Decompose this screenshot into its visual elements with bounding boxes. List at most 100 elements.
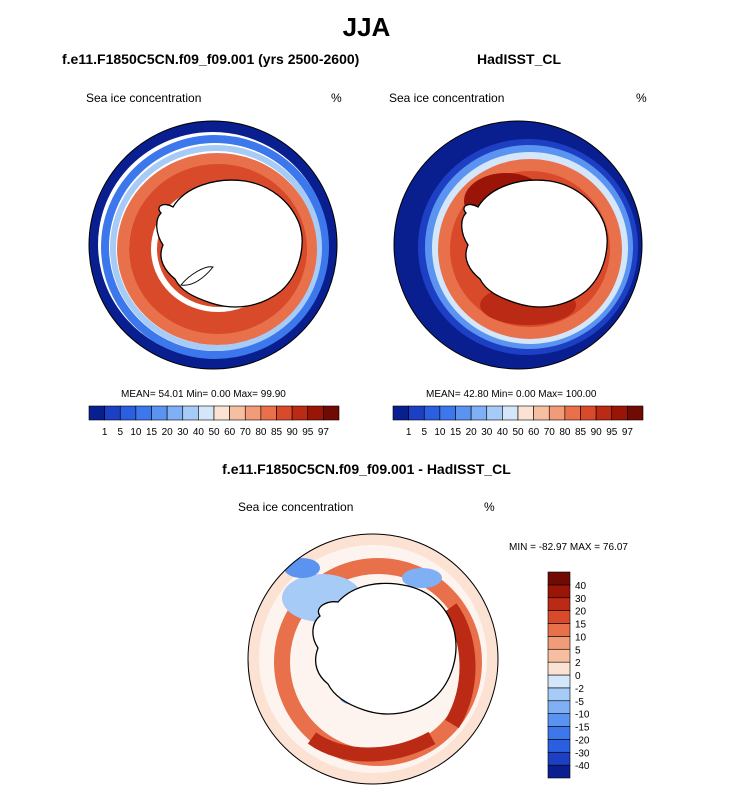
panel3-colorbar-swatch: [547, 726, 571, 740]
panel1-colorbar-swatch: [135, 405, 152, 421]
panel2-colorbar-tick-label: 60: [528, 427, 540, 438]
panel3-stats: MIN = -82.97 MAX = 76.07: [509, 542, 628, 553]
panel3-colorbar-swatch: [547, 597, 571, 611]
panel3-colorbar-swatch: [547, 648, 571, 663]
panel3-colorbar-swatch: [547, 661, 571, 676]
panel3-colorbar-tick-label: 20: [575, 607, 587, 618]
panel1-colorbar-tick-label: 15: [146, 427, 158, 438]
panel1-colorbar-swatch: [291, 405, 309, 421]
panel2-colorbar-tick-label: 30: [481, 427, 493, 438]
panel2-colorbar-swatch: [423, 405, 441, 421]
panel1-ice-band-1: [89, 121, 337, 369]
panel1-ice-band-3: [110, 145, 322, 351]
panel2-colorbar-swatch: [627, 405, 644, 421]
panel1-colorbar-swatch: [151, 405, 168, 421]
panel2-map: [393, 120, 643, 370]
panel3-colorbar-tick-label: -30: [575, 748, 590, 759]
panel1-colorbar-swatch: [323, 405, 340, 421]
panel3-colorbar-tick-label: 10: [575, 632, 587, 643]
panel3-colorbar-tick-label: 5: [575, 645, 581, 656]
panel2-units: %: [636, 91, 647, 105]
panel3-colorbar-swatch: [547, 674, 571, 689]
panel2-colorbar-swatch: [392, 405, 409, 421]
panel1-colorbar-tick-label: 97: [318, 427, 330, 438]
panel1-colorbar-tick-label: 80: [255, 427, 267, 438]
panel1-colorbar-tick-label: 95: [302, 427, 314, 438]
panel2-colorbar-tick-label: 85: [575, 427, 587, 438]
panel1-colorbar-swatch: [119, 405, 137, 421]
panel1-colorbar-tick-label: 70: [240, 427, 252, 438]
panel1-colorbar-swatch: [260, 405, 277, 421]
panel2-colorbar-swatch: [564, 405, 581, 421]
panel1-ice-band-4: [117, 153, 317, 345]
panel2-colorbar-tick-label: 90: [591, 427, 603, 438]
panel3-colorbar-swatch: [547, 571, 571, 586]
panel2-colorbar-tick-label: 40: [497, 427, 509, 438]
panel3-units: %: [484, 500, 495, 514]
panel2-colorbar-tick-label: 1: [406, 427, 412, 438]
panel1-title: f.e11.F1850C5CN.f09_f09.001 (yrs 2500-26…: [62, 51, 360, 67]
panel3-antarctica: [312, 582, 457, 715]
panel3-diff-band-1: [248, 534, 498, 784]
panel1-colorbar: 1 5 10 15 20 30 40 50 60 70 80 85 90 95 97: [88, 405, 340, 438]
panel1-colorbar-swatch: [198, 405, 215, 421]
panel1-colorbar-tick-label: 10: [130, 427, 142, 438]
panel3-colorbar-swatch: [547, 687, 571, 702]
panel1-colorbar-tick-label: 20: [162, 427, 174, 438]
panel2-colorbar-swatch: [533, 405, 550, 421]
panel3-colorbar-swatch: [547, 610, 571, 624]
panel3-colorbar-tick-label: 15: [575, 620, 587, 631]
panel1-units: %: [331, 91, 342, 105]
panel3-colorbar-swatch: [547, 584, 571, 599]
panel2-colorbar-tick-label: 97: [622, 427, 634, 438]
panel1-colorbar-tick-label: 40: [193, 427, 205, 438]
panel1-map: [88, 120, 338, 370]
panel2-left-label: Sea ice concentration: [389, 91, 505, 105]
panel2-antarctica: [461, 179, 608, 308]
panel3-colorbar-tick-label: 30: [575, 594, 587, 605]
panel1-colorbar-tick-label: 50: [208, 427, 220, 438]
panel2-colorbar-tick-label: 95: [606, 427, 618, 438]
panel2-colorbar-swatch: [470, 405, 488, 421]
panel3-colorbar-swatch: [547, 751, 571, 766]
panel2-colorbar-tick-label: 80: [559, 427, 571, 438]
panel3-colorbar-swatch: [547, 713, 571, 727]
panel1-colorbar-tick-label: 1: [102, 427, 108, 438]
panel2-colorbar-tick-label: 50: [512, 427, 524, 438]
panel2-colorbar-swatch: [548, 405, 566, 421]
panel3-map: [247, 533, 499, 785]
panel2-colorbar-swatch: [455, 405, 472, 421]
panel2-colorbar-swatch: [439, 405, 456, 421]
panel2-colorbar-swatch: [502, 405, 519, 421]
panel1-colorbar-tick-label: 30: [177, 427, 189, 438]
panel3-colorbar-tick-label: -2: [575, 684, 584, 695]
panel3-colorbar-swatch: [547, 623, 571, 637]
panel2-colorbar: 1 5 10 15 20 30 40 50 60 70 80 85 90 95 97: [392, 405, 644, 438]
panel3-colorbar-tick-label: -40: [575, 761, 590, 772]
panel3-colorbar-tick-label: -15: [575, 723, 590, 734]
panel1-colorbar-swatch: [88, 405, 105, 421]
panel3-colorbar-swatch: [547, 739, 571, 753]
panel1-colorbar-swatch: [244, 405, 262, 421]
panel1-stats: MEAN= 54.01 Min= 0.00 Max= 99.90: [121, 389, 286, 400]
panel2-colorbar-swatch: [580, 405, 597, 421]
panel2-title: HadISST_CL: [477, 51, 562, 67]
panel3-colorbar-tick-label: 2: [575, 658, 581, 669]
panel1-colorbar-swatch: [104, 405, 121, 421]
panel1-colorbar-swatch: [182, 405, 199, 421]
panel1-colorbar-swatch: [307, 405, 324, 421]
panel3-left-label: Sea ice concentration: [238, 500, 354, 514]
panel3-colorbar-swatch: [547, 764, 571, 779]
panel3-colorbar-tick-label: 40: [575, 581, 587, 592]
panel2-colorbar-swatch: [595, 405, 613, 421]
panel2-colorbar-tick-label: 70: [544, 427, 556, 438]
panel1-colorbar-swatch: [166, 405, 184, 421]
panel2-colorbar-swatch: [486, 405, 503, 421]
panel1-ice-band-2: [101, 135, 329, 359]
panel1-left-label: Sea ice concentration: [86, 91, 202, 105]
panel1-colorbar-tick-label: 5: [117, 427, 123, 438]
panel1-colorbar-tick-label: 85: [271, 427, 283, 438]
panel1-colorbar-swatch: [276, 405, 293, 421]
panel3-colorbar-tick-label: -10: [575, 710, 590, 721]
